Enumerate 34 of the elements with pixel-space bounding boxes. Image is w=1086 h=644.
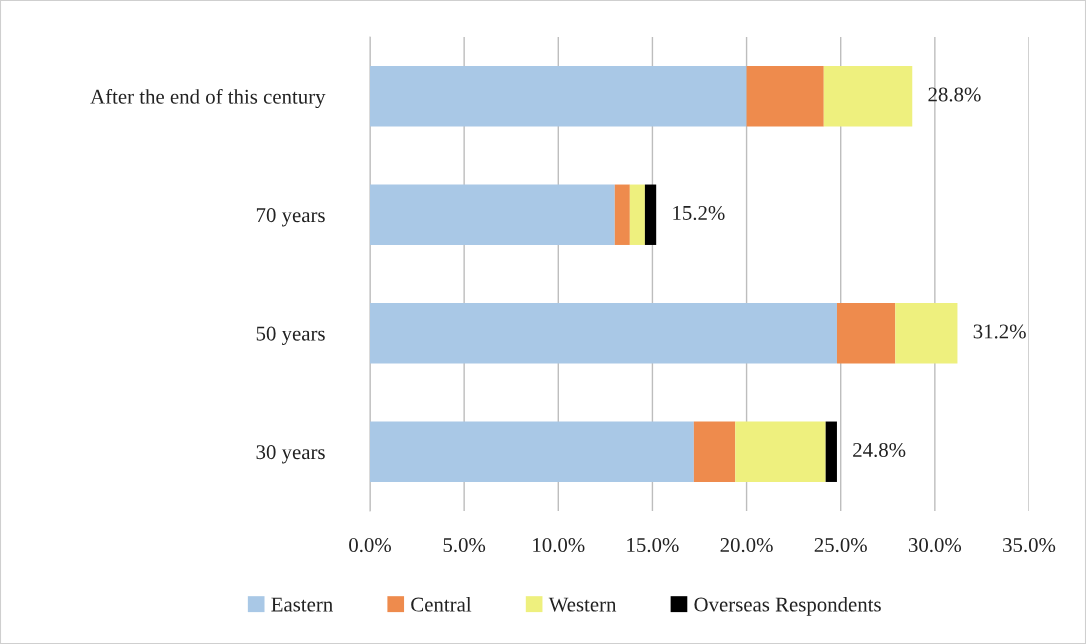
bar (735, 421, 826, 482)
bar (825, 421, 837, 482)
bar (370, 184, 615, 245)
x-tick-label: 15.0% (627, 537, 679, 553)
x-tick-label: 10.0% (533, 537, 585, 553)
bar (614, 184, 630, 245)
bar (823, 66, 913, 127)
bar (693, 421, 736, 482)
x-tick-label: 30.0% (908, 537, 962, 553)
bar (895, 303, 958, 364)
legend-label: Central (411, 596, 472, 612)
x-tick-label: 25.0% (814, 537, 867, 553)
total-label: 24.8% (853, 442, 906, 458)
x-tick-label: 20.0% (720, 537, 773, 553)
total-label: 15.2% (673, 205, 725, 221)
bar (746, 66, 824, 127)
legend-label: Eastern (271, 597, 333, 612)
y-tick-label: 50 years (256, 326, 325, 345)
bar (836, 303, 896, 364)
y-tick-label: 30 years (256, 445, 325, 464)
legend-label: Western (548, 597, 617, 612)
bar (370, 66, 747, 127)
bar (629, 184, 645, 245)
x-tick-label: 5.0% (443, 537, 486, 553)
total-label: 28.8% (928, 87, 981, 102)
legend-label: Overseas Respondents (694, 596, 881, 616)
bar (644, 184, 657, 245)
x-tick-label: 0.0% (349, 537, 391, 553)
total-label: 31.2% (973, 324, 1026, 339)
bar (370, 303, 837, 364)
y-tick-label: After the end of this century (90, 88, 326, 109)
x-tick-label: 35.0% (1003, 537, 1056, 553)
bar (370, 421, 694, 482)
y-tick-label: 70 years (256, 208, 325, 227)
